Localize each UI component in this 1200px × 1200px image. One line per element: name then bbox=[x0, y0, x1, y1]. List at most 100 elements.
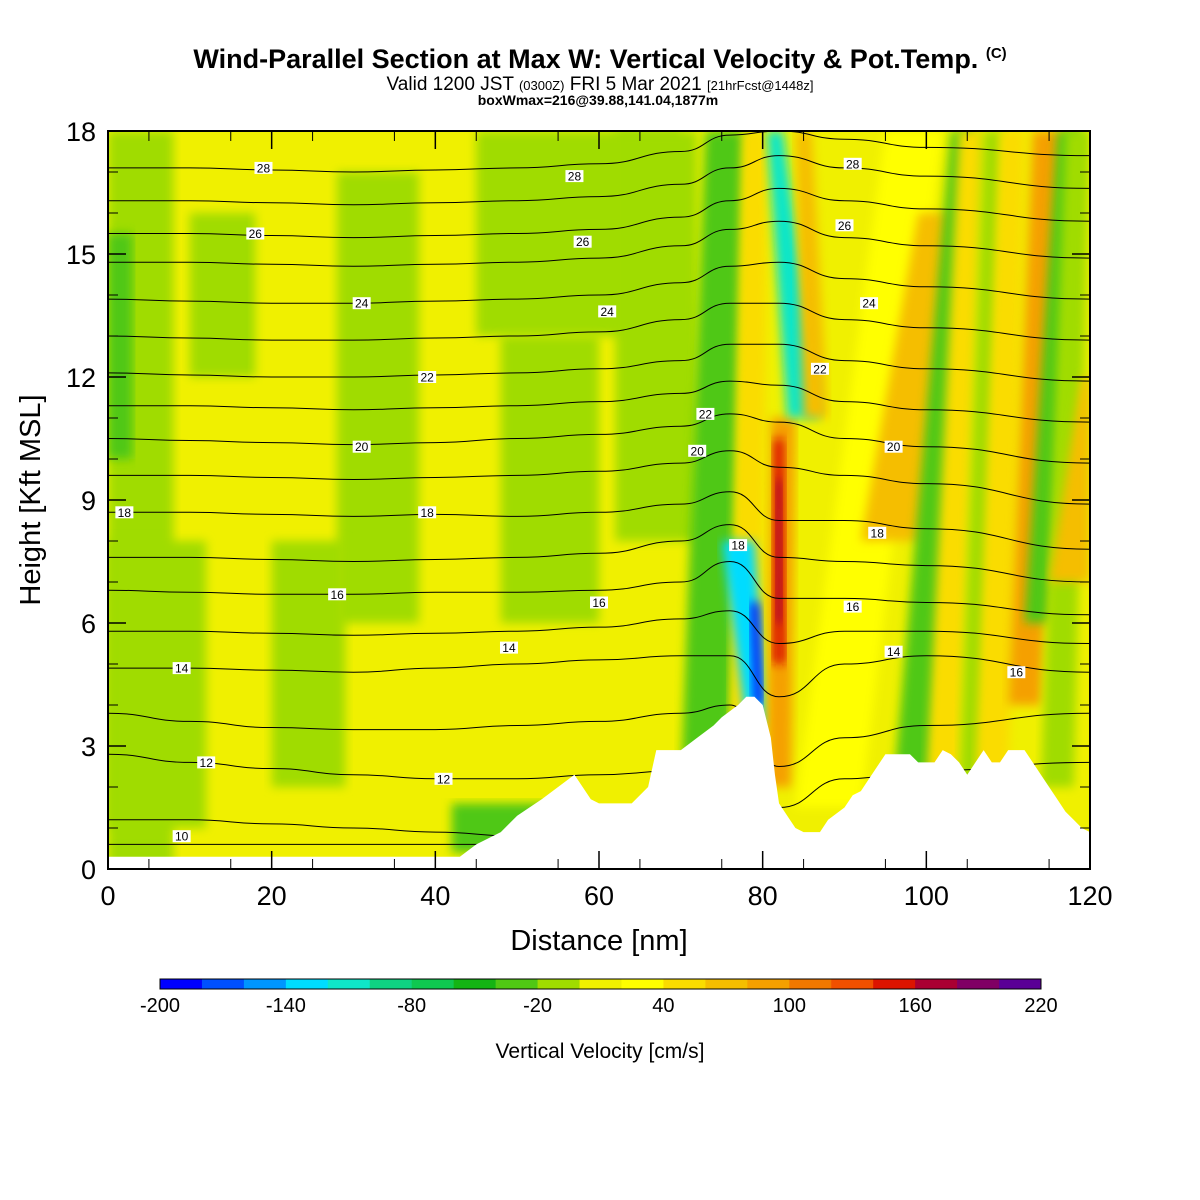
colorbar-label: Vertical Velocity [cm/s] bbox=[496, 1040, 705, 1063]
contour-label-text: 20 bbox=[887, 440, 901, 454]
contour-label-text: 24 bbox=[601, 305, 615, 319]
contour-label-text: 20 bbox=[355, 440, 369, 454]
colorbar-swatch bbox=[789, 979, 832, 989]
theta-contour-18 bbox=[108, 491, 1090, 550]
colorbar: -200 -140 -80 -20 40 100 160 220 Vertical Veloci… bbox=[140, 978, 1058, 1063]
field-region bbox=[271, 541, 346, 787]
theta-contour-20 bbox=[108, 413, 1090, 464]
contour-label: 24 bbox=[598, 305, 617, 319]
contour-label-text: 16 bbox=[846, 600, 860, 614]
contour-label-text: 10 bbox=[175, 830, 189, 844]
contour-label: 24 bbox=[860, 297, 879, 311]
colorbar-tick-label: -200 bbox=[140, 995, 180, 1017]
contour-label-text: 18 bbox=[731, 539, 745, 553]
y-tick-label: 15 bbox=[66, 240, 96, 270]
theta-contour-19 bbox=[108, 450, 1090, 505]
theta-contour-14 bbox=[108, 655, 1090, 698]
theta-contour-22 bbox=[108, 343, 1090, 382]
contour-label: 22 bbox=[696, 407, 715, 421]
contour-label: 16 bbox=[328, 588, 347, 602]
colorbar-swatch bbox=[873, 979, 916, 989]
contour-label: 16 bbox=[590, 596, 608, 610]
colorbar-swatch bbox=[243, 979, 287, 989]
x-tick-label: 100 bbox=[904, 881, 949, 911]
contour-label-text: 26 bbox=[249, 227, 263, 241]
field-region bbox=[108, 233, 133, 459]
contour-label-text: 18 bbox=[871, 526, 885, 540]
colorbar-tick-label: 160 bbox=[898, 995, 931, 1017]
x-tick-label: 20 bbox=[257, 881, 287, 911]
colorbar-swatch bbox=[411, 979, 455, 989]
colorbar-tick-label: -20 bbox=[523, 995, 552, 1017]
field-region bbox=[255, 131, 329, 500]
field-band bbox=[795, 131, 829, 418]
contour-label: 26 bbox=[835, 219, 854, 233]
chart-subtitle: Valid 1200 JST (0300Z) FRI 5 Mar 2021 [2… bbox=[386, 74, 814, 95]
contour-label: 20 bbox=[688, 444, 707, 458]
field-band bbox=[959, 131, 1005, 787]
colorbar-swatch bbox=[369, 979, 413, 989]
contour-label-text: 28 bbox=[257, 161, 271, 175]
y-axis-label: Height [Kft MSL] bbox=[15, 394, 47, 605]
colorbar-swatch bbox=[831, 979, 874, 989]
theta-contour-17 bbox=[108, 524, 1090, 583]
colorbar-swatch bbox=[915, 979, 958, 989]
contour-label: 28 bbox=[843, 157, 862, 171]
theta-contour-26 bbox=[108, 187, 1090, 239]
colorbar-swatch bbox=[663, 979, 706, 989]
colorbar-swatch bbox=[999, 979, 1042, 989]
field-region bbox=[337, 172, 419, 623]
field-band bbox=[680, 131, 747, 787]
contour-labels: 28 28 28 26 26 26 24 24 24 22 22 22 20 20 20 18 18 18 18 16… bbox=[115, 157, 1026, 844]
y-tick-label: 6 bbox=[81, 609, 96, 639]
theta-contour-24 bbox=[108, 261, 1090, 304]
contour-label-text: 28 bbox=[846, 157, 860, 171]
colorbar-swatch bbox=[160, 979, 203, 989]
contour-label: 10 bbox=[172, 830, 191, 844]
colorbar-swatch bbox=[705, 979, 748, 989]
contour-label-text: 18 bbox=[420, 506, 434, 520]
theta-contour-15 bbox=[108, 610, 1090, 645]
colorbar-tick-label: -80 bbox=[397, 995, 426, 1017]
contour-label: 14 bbox=[499, 641, 518, 655]
contour-label: 12 bbox=[434, 772, 453, 786]
colorbar-swatch bbox=[579, 979, 622, 989]
contour-label: 16 bbox=[1007, 666, 1026, 680]
contour-label: 16 bbox=[843, 600, 862, 614]
contour-label-text: 22 bbox=[813, 362, 827, 376]
x-axis-label: Distance [nm] bbox=[510, 925, 687, 957]
contour-label-text: 14 bbox=[502, 641, 516, 655]
x-tick-label: 60 bbox=[584, 881, 614, 911]
colorbar-swatch bbox=[621, 979, 664, 989]
contour-label: 28 bbox=[565, 170, 584, 184]
contour-label: 26 bbox=[573, 235, 592, 249]
field-band bbox=[775, 479, 783, 623]
contour-label: 14 bbox=[884, 645, 903, 659]
contour-label: 18 bbox=[729, 539, 748, 553]
contour-label-text: 16 bbox=[1010, 666, 1024, 680]
y-tick-label: 0 bbox=[81, 855, 96, 885]
y-tick-label: 9 bbox=[81, 486, 96, 516]
contour-label: 12 bbox=[197, 756, 216, 770]
y-tick-label: 18 bbox=[66, 117, 96, 147]
contour-label-text: 24 bbox=[355, 297, 369, 311]
colorbar-swatch bbox=[747, 979, 790, 989]
contour-label-text: 18 bbox=[118, 506, 132, 520]
theta-contour-12 bbox=[108, 753, 1090, 809]
x-tick-label: 80 bbox=[748, 881, 778, 911]
theta-contour-16 bbox=[108, 560, 1090, 616]
y-tick-label: 3 bbox=[81, 732, 96, 762]
colorbar-swatch bbox=[285, 979, 329, 989]
contour-label-text: 14 bbox=[887, 645, 901, 659]
contour-label: 26 bbox=[246, 227, 265, 241]
contour-label-text: 20 bbox=[691, 444, 705, 458]
colorbar-tick-label: -140 bbox=[266, 995, 306, 1017]
contour-label: 14 bbox=[172, 662, 191, 676]
theta-contour-21 bbox=[108, 380, 1090, 423]
contour-label-text: 28 bbox=[568, 170, 582, 184]
colorbar-swatch bbox=[495, 979, 539, 989]
colorbar-swatch bbox=[537, 979, 581, 989]
vertical-velocity-field bbox=[108, 131, 1090, 869]
contour-label: 28 bbox=[254, 161, 273, 175]
contour-label: 18 bbox=[115, 506, 134, 520]
